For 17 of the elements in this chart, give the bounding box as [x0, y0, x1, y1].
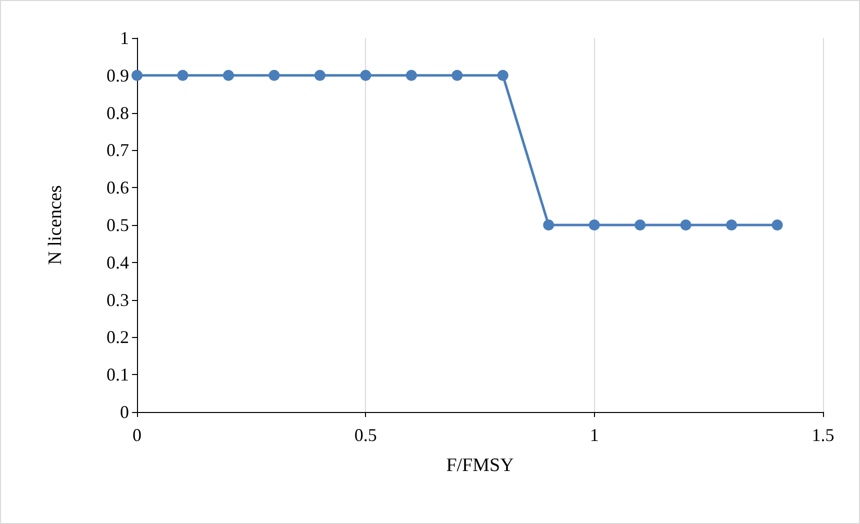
x-tick-label: 0	[132, 425, 142, 445]
x-tick-label: 1.5	[812, 425, 834, 445]
y-tick-label: 1	[120, 28, 129, 48]
y-tick-label: 0	[120, 402, 129, 422]
y-tick-label: 0.5	[106, 215, 129, 235]
x-tick-label: 1	[590, 425, 599, 445]
y-tick-label: 0.8	[106, 102, 129, 123]
y-tick-label: 0.3	[106, 290, 129, 310]
y-tick-label: 0.1	[106, 364, 129, 385]
y-tick-label: 0.2	[106, 327, 129, 348]
x-tick-label: 0.5	[354, 425, 377, 445]
y-tick-label: 0.6	[106, 178, 129, 198]
y-tick-label: 0.4	[106, 252, 129, 272]
y-tick-label: 0.7	[106, 140, 129, 160]
x-axis-title: F/FMSY	[446, 455, 514, 476]
y-axis-title: N licences	[45, 185, 66, 265]
y-tick-label: 0.9	[106, 65, 129, 86]
